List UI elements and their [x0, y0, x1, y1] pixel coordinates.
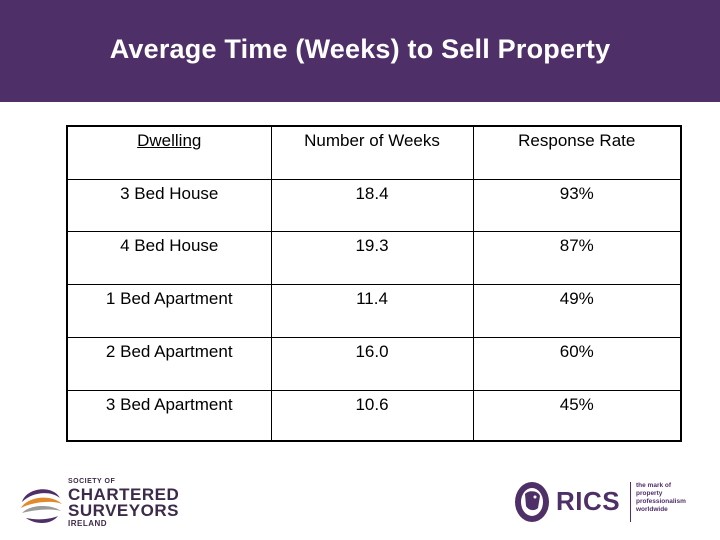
header-rate-label: Response Rate [518, 131, 636, 150]
rics-logo: RICS the mark of property professionalis… [512, 476, 712, 530]
scs-line4: IRELAND [68, 519, 108, 528]
header-weeks: Number of Weeks [270, 125, 474, 180]
header-weeks-label: Number of Weeks [304, 131, 440, 150]
cell-rate: 49% [472, 283, 682, 338]
rics-tagline-line: the mark of [636, 482, 672, 489]
cell-dwelling: 3 Bed House [66, 178, 272, 232]
scs-ireland-logo: SOCIETY OF CHARTERED SURVEYORS IRELAND [18, 478, 218, 530]
table-row: 3 Bed House 18.4 93% [66, 178, 682, 232]
rics-tagline-line: property [636, 490, 663, 497]
rics-divider [630, 482, 631, 522]
slide-title: Average Time (Weeks) to Sell Property [109, 34, 611, 64]
rics-tagline-line: professionalism [636, 498, 686, 505]
scs-swirl-icon [20, 484, 62, 526]
header-dwelling: Dwelling [66, 125, 272, 180]
title-bar: Average Time (Weeks) to Sell Property [0, 0, 720, 102]
table-header-row: Dwelling Number of Weeks Response Rate [66, 125, 682, 180]
scs-line2: CHARTERED [68, 485, 180, 504]
cell-rate: 93% [472, 178, 682, 232]
cell-weeks: 10.6 [270, 389, 474, 442]
cell-dwelling: 2 Bed Apartment [66, 336, 272, 391]
cell-rate: 45% [472, 389, 682, 442]
cell-rate: 87% [472, 230, 682, 285]
header-rate: Response Rate [472, 125, 682, 180]
table-row: 4 Bed House 19.3 87% [66, 230, 682, 285]
cell-dwelling: 3 Bed Apartment [66, 389, 272, 442]
property-table: Dwelling Number of Weeks Response Rate 3… [66, 125, 682, 442]
cell-dwelling: 4 Bed House [66, 230, 272, 285]
cell-rate: 60% [472, 336, 682, 391]
rics-tagline: the mark of property professionalism wor… [636, 482, 686, 514]
rics-lion-icon [515, 482, 549, 522]
cell-weeks: 16.0 [270, 336, 474, 391]
cell-weeks: 11.4 [270, 283, 474, 338]
scs-line3: SURVEYORS [68, 501, 179, 520]
table-row: 2 Bed Apartment 16.0 60% [66, 336, 682, 391]
cell-dwelling: 1 Bed Apartment [66, 283, 272, 338]
scs-line1: SOCIETY OF [68, 478, 116, 485]
cell-weeks: 19.3 [270, 230, 474, 285]
table-row: 3 Bed Apartment 10.6 45% [66, 389, 682, 442]
cell-weeks: 18.4 [270, 178, 474, 232]
rics-tagline-line: worldwide [636, 506, 668, 513]
rics-name: RICS [556, 486, 621, 516]
table-row: 1 Bed Apartment 11.4 49% [66, 283, 682, 338]
header-dwelling-label: Dwelling [137, 131, 202, 150]
